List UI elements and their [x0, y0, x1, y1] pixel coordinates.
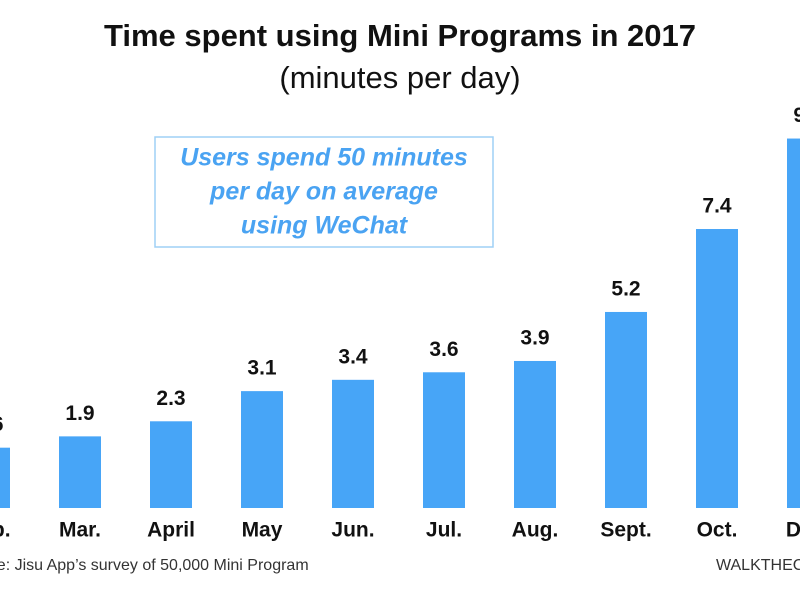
bar: [332, 379, 374, 508]
credit: WALKTHECHAT: [716, 557, 800, 574]
bar: [0, 447, 10, 508]
value-label: 3.4: [338, 345, 368, 368]
x-tick-label: Jul.: [426, 519, 462, 542]
chart-title: Time spent using Mini Programs in 2017: [104, 18, 696, 53]
value-label: 9.8: [793, 104, 800, 127]
annotation-box: [154, 136, 494, 248]
value-label: 3.1: [247, 357, 277, 380]
bar: [514, 360, 556, 508]
x-tick-label: Sept.: [600, 519, 651, 542]
bar: [696, 229, 738, 508]
x-tick-label: April: [147, 519, 195, 542]
value-label: 3.6: [429, 338, 458, 361]
bar: [605, 311, 647, 508]
value-label: 5.2: [611, 278, 640, 301]
bar: [241, 391, 283, 508]
annotation-line: per day on average: [209, 178, 438, 206]
value-label: 1.9: [65, 402, 94, 425]
bar: [150, 421, 192, 508]
value-label: 2.3: [156, 387, 185, 410]
x-tick-label: Aug.: [512, 519, 559, 542]
annotation-line: Users spend 50 minutes: [180, 144, 468, 172]
value-label: 1.6: [0, 413, 4, 436]
x-tick-label: Jun.: [331, 519, 374, 542]
annotation-line: using WeChat: [241, 212, 409, 240]
value-label: 7.4: [702, 195, 732, 218]
bar: [423, 372, 465, 508]
value-label: 3.9: [520, 327, 549, 350]
bar: [59, 436, 101, 508]
chart-subtitle: (minutes per day): [279, 60, 520, 95]
x-tick-label: Mar.: [59, 519, 101, 542]
source-note: Source: Jisu App’s survey of 50,000 Mini…: [0, 557, 309, 574]
x-tick-label: Feb.: [0, 519, 11, 542]
x-tick-label: Dec.: [786, 519, 800, 542]
x-tick-label: May: [242, 519, 283, 542]
x-tick-label: Oct.: [697, 519, 738, 542]
bar: [787, 138, 800, 509]
